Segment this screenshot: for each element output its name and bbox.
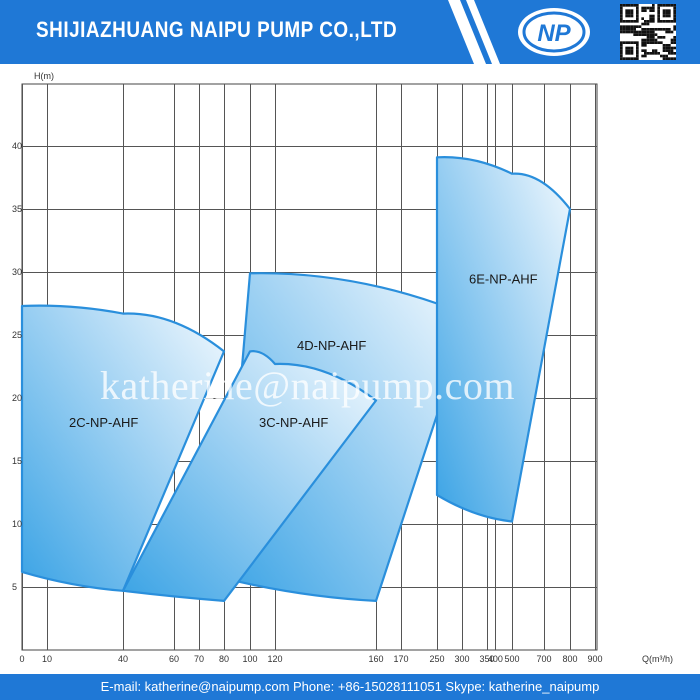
np-logo-icon: NP: [518, 8, 590, 56]
x-tick-label: 120: [267, 654, 282, 664]
x-tick-label: 900: [587, 654, 602, 664]
region-2c-np-ahf: [20, 304, 226, 592]
y-tick-label: 5: [12, 582, 17, 592]
y-tick-label: 10: [12, 519, 22, 529]
series-label: 4D-NP-AHF: [297, 338, 366, 353]
x-tick-label: 60: [169, 654, 179, 664]
y-tick-label: 25: [12, 330, 22, 340]
x-tick-label: 100: [242, 654, 257, 664]
company-name: SHIJIAZHUANG NAIPU PUMP CO.,LTD: [36, 17, 398, 42]
footer-contact: E-mail: katherine@naipump.com Phone: +86…: [0, 674, 700, 700]
region-6e-np-ahf: [435, 156, 572, 523]
x-tick-label: 500: [504, 654, 519, 664]
logo-text: NP: [537, 20, 571, 47]
qr-code-icon: [620, 4, 676, 60]
y-tick-label: 35: [12, 204, 22, 214]
x-tick-label: 80: [219, 654, 229, 664]
y-tick-label: 40: [12, 141, 22, 151]
x-tick-label: 250: [429, 654, 444, 664]
x-tick-label: 350: [479, 654, 494, 664]
x-tick-label: 10: [42, 654, 52, 664]
x-tick-label: 400: [488, 654, 503, 664]
x-tick-label: 0: [19, 654, 24, 664]
performance-chart: 2C-NP-AHF 3C-NP-AHF 4D-NP-AHF 6E-NP-AHF 0 10…: [12, 71, 673, 664]
x-tick-label: 170: [393, 654, 408, 664]
x-axis-label: Q(m³/h): [642, 654, 673, 664]
watermark-text: katherine@naipump.com: [100, 363, 515, 408]
decorative-stripes: [448, 0, 500, 64]
series-label: 3C-NP-AHF: [259, 415, 328, 430]
y-tick-label: 15: [12, 456, 22, 466]
x-tick-label: 700: [536, 654, 551, 664]
x-tick-label: 70: [194, 654, 204, 664]
series-label: 6E-NP-AHF: [469, 271, 538, 286]
header-bar: SHIJIAZHUANG NAIPU PUMP CO.,LTD NP: [0, 0, 700, 64]
y-tick-label: 30: [12, 267, 22, 277]
y-tick-label: 20: [12, 393, 22, 403]
y-axis-label: H(m): [34, 71, 54, 81]
pump-regions: 2C-NP-AHF 3C-NP-AHF 4D-NP-AHF 6E-NP-AHF: [20, 156, 572, 602]
x-tick-label: 800: [562, 654, 577, 664]
x-tick-label: 40: [118, 654, 128, 664]
x-tick-label: 160: [368, 654, 383, 664]
x-tick-label: 300: [454, 654, 469, 664]
region-3c-np-ahf: [121, 350, 378, 602]
series-label: 2C-NP-AHF: [69, 415, 138, 430]
